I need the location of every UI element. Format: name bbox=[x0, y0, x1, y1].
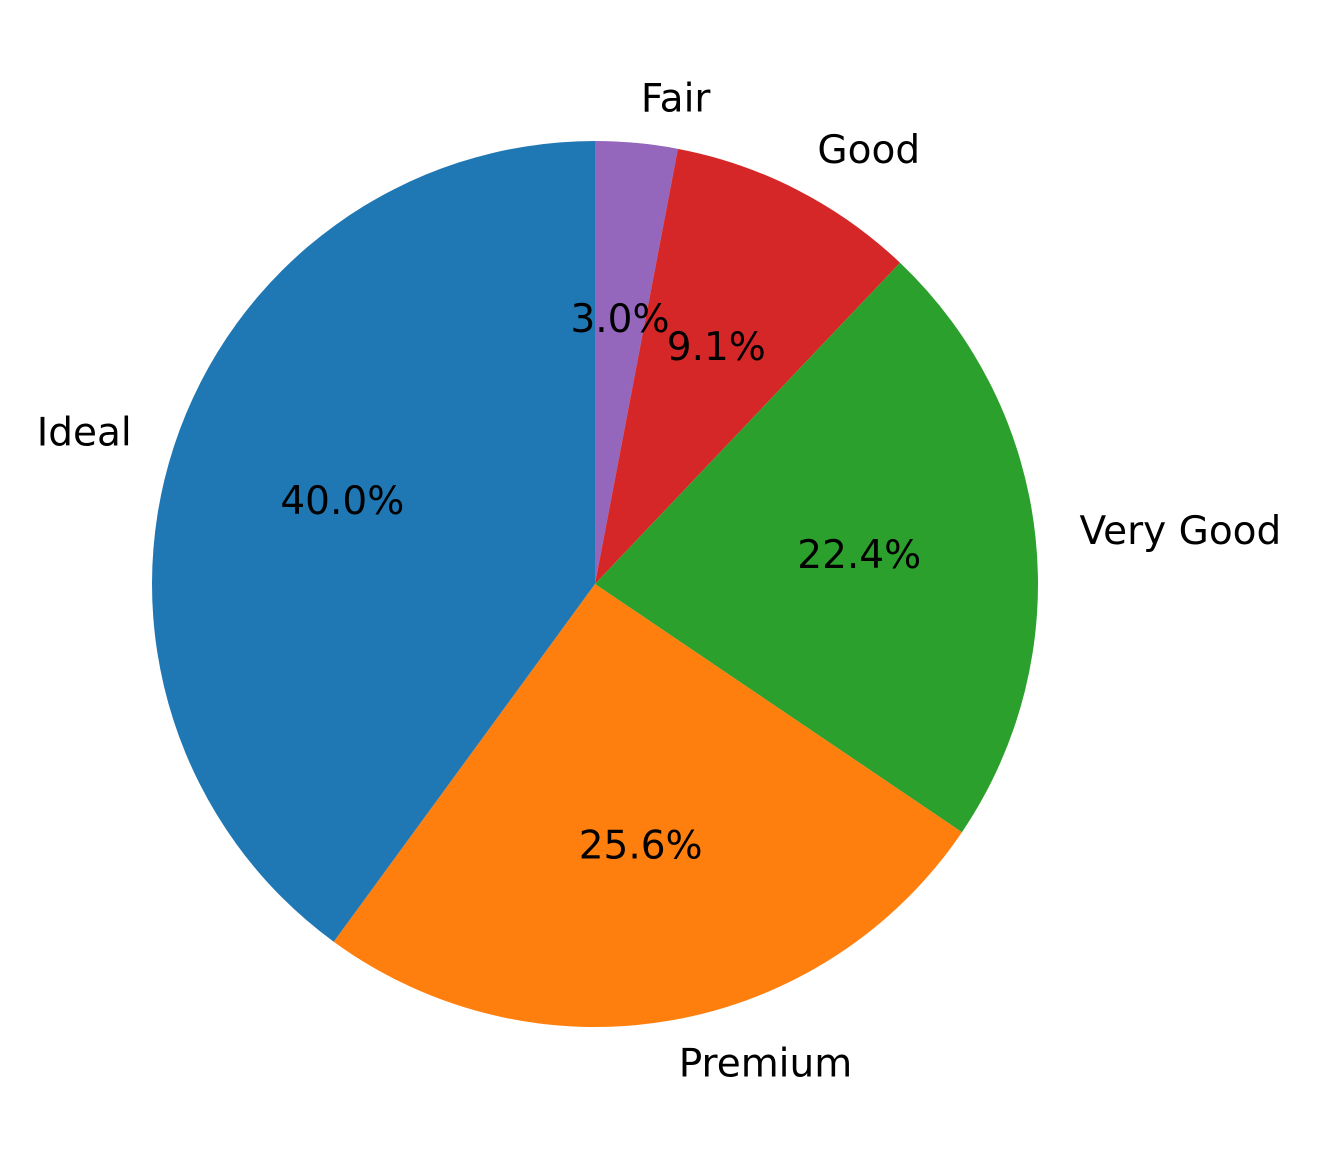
pie-slice-ideal bbox=[152, 141, 596, 942]
percent-label-fair: 3.0% bbox=[570, 297, 669, 342]
pie-slices bbox=[152, 141, 1039, 1027]
slice-label-premium: Premium bbox=[679, 1042, 853, 1087]
pie-slice-very-good bbox=[595, 262, 1039, 833]
percent-label-very-good: 22.4% bbox=[797, 533, 921, 578]
slice-label-very-good: Very Good bbox=[1079, 509, 1281, 554]
pie-slice-premium bbox=[333, 584, 962, 1027]
percent-labels: 3.0%9.1% 22.4% 25.6% 40.0% bbox=[280, 297, 921, 868]
percent-label-premium: 25.6% bbox=[579, 823, 703, 868]
percent-label-ideal: 40.0% bbox=[280, 479, 404, 524]
slice-labels: Fair Good Very Good Premium Ideal bbox=[37, 76, 1282, 1086]
percent-label-good: 9.1% bbox=[667, 325, 766, 370]
slice-label-good: Good bbox=[817, 128, 920, 173]
pie-slice-good bbox=[595, 148, 901, 585]
pie-slice-fair bbox=[595, 141, 678, 584]
slice-label-fair: Fair bbox=[641, 76, 712, 121]
slice-label-ideal: Ideal bbox=[37, 410, 132, 455]
